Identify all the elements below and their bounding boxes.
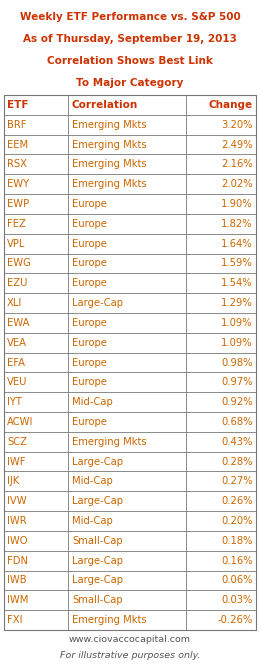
Text: 2.16%: 2.16% — [221, 159, 253, 169]
Text: VEA: VEA — [7, 338, 27, 348]
Text: 0.92%: 0.92% — [221, 397, 253, 407]
Text: 1.09%: 1.09% — [221, 318, 253, 328]
Text: Emerging Mkts: Emerging Mkts — [72, 140, 147, 150]
Text: FXI: FXI — [7, 615, 23, 625]
Text: BRF: BRF — [7, 120, 27, 130]
Text: 1.90%: 1.90% — [221, 199, 253, 209]
Text: EFA: EFA — [7, 358, 25, 368]
Text: Emerging Mkts: Emerging Mkts — [72, 179, 147, 189]
Text: For illustrative purposes only.: For illustrative purposes only. — [60, 651, 200, 661]
Text: 1.59%: 1.59% — [221, 258, 253, 268]
Text: Large-Cap: Large-Cap — [72, 555, 123, 565]
Text: IJK: IJK — [7, 476, 19, 486]
Text: EWG: EWG — [7, 258, 31, 268]
Text: Change: Change — [209, 100, 253, 110]
Text: Mid-Cap: Mid-Cap — [72, 476, 113, 486]
Text: Europe: Europe — [72, 278, 107, 288]
Text: Large-Cap: Large-Cap — [72, 298, 123, 308]
Text: 1.29%: 1.29% — [221, 298, 253, 308]
Text: EWP: EWP — [7, 199, 29, 209]
Text: Europe: Europe — [72, 358, 107, 368]
Text: 1.54%: 1.54% — [221, 278, 253, 288]
Text: ACWI: ACWI — [7, 417, 33, 427]
Text: 2.49%: 2.49% — [221, 140, 253, 150]
Text: Mid-Cap: Mid-Cap — [72, 397, 113, 407]
Text: Large-Cap: Large-Cap — [72, 496, 123, 506]
Text: 0.03%: 0.03% — [222, 595, 253, 605]
Text: RSX: RSX — [7, 159, 27, 169]
Text: ETF: ETF — [7, 100, 29, 110]
Text: 0.28%: 0.28% — [222, 457, 253, 467]
Text: 0.06%: 0.06% — [222, 575, 253, 585]
Text: 3.20%: 3.20% — [222, 120, 253, 130]
Text: IYT: IYT — [7, 397, 22, 407]
Text: Mid-Cap: Mid-Cap — [72, 516, 113, 526]
Text: 0.20%: 0.20% — [222, 516, 253, 526]
Text: www.ciovaccocapital.com: www.ciovaccocapital.com — [69, 635, 191, 645]
Text: EWA: EWA — [7, 318, 29, 328]
Text: Europe: Europe — [72, 258, 107, 268]
Text: 1.82%: 1.82% — [221, 219, 253, 229]
Text: Correlation: Correlation — [72, 100, 138, 110]
Text: 0.18%: 0.18% — [222, 536, 253, 546]
Text: FDN: FDN — [7, 555, 28, 565]
Text: EEM: EEM — [7, 140, 28, 150]
Text: IWO: IWO — [7, 536, 28, 546]
Text: VEU: VEU — [7, 378, 28, 388]
Text: Large-Cap: Large-Cap — [72, 457, 123, 467]
Text: Emerging Mkts: Emerging Mkts — [72, 159, 147, 169]
Text: EZU: EZU — [7, 278, 28, 288]
Text: Europe: Europe — [72, 238, 107, 248]
Text: Europe: Europe — [72, 199, 107, 209]
Text: 0.97%: 0.97% — [221, 378, 253, 388]
Text: As of Thursday, September 19, 2013: As of Thursday, September 19, 2013 — [23, 34, 237, 44]
Text: Europe: Europe — [72, 338, 107, 348]
Text: SCZ: SCZ — [7, 437, 27, 447]
Text: FEZ: FEZ — [7, 219, 26, 229]
Text: 0.27%: 0.27% — [221, 476, 253, 486]
Text: 0.68%: 0.68% — [222, 417, 253, 427]
Text: 1.64%: 1.64% — [221, 238, 253, 248]
Text: -0.26%: -0.26% — [218, 615, 253, 625]
Text: 0.43%: 0.43% — [222, 437, 253, 447]
Text: Europe: Europe — [72, 378, 107, 388]
Text: Large-Cap: Large-Cap — [72, 575, 123, 585]
Text: 0.98%: 0.98% — [222, 358, 253, 368]
Text: VPL: VPL — [7, 238, 25, 248]
Text: Europe: Europe — [72, 417, 107, 427]
Text: Europe: Europe — [72, 318, 107, 328]
Text: IWR: IWR — [7, 516, 27, 526]
Text: Small-Cap: Small-Cap — [72, 595, 123, 605]
Text: Correlation Shows Best Link: Correlation Shows Best Link — [47, 56, 213, 66]
Text: Emerging Mkts: Emerging Mkts — [72, 120, 147, 130]
Text: XLI: XLI — [7, 298, 22, 308]
Text: IVW: IVW — [7, 496, 27, 506]
Text: Weekly ETF Performance vs. S&P 500: Weekly ETF Performance vs. S&P 500 — [20, 12, 241, 22]
Text: 0.16%: 0.16% — [221, 555, 253, 565]
Bar — [4, 95, 256, 630]
Text: IWM: IWM — [7, 595, 28, 605]
Text: IWB: IWB — [7, 575, 27, 585]
Text: 2.02%: 2.02% — [221, 179, 253, 189]
Text: IWF: IWF — [7, 457, 25, 467]
Text: To Major Category: To Major Category — [76, 78, 184, 88]
Text: Small-Cap: Small-Cap — [72, 536, 123, 546]
Text: 0.26%: 0.26% — [221, 496, 253, 506]
Text: Europe: Europe — [72, 219, 107, 229]
Text: 1.09%: 1.09% — [221, 338, 253, 348]
Text: EWY: EWY — [7, 179, 29, 189]
Text: Emerging Mkts: Emerging Mkts — [72, 437, 147, 447]
Text: Emerging Mkts: Emerging Mkts — [72, 615, 147, 625]
